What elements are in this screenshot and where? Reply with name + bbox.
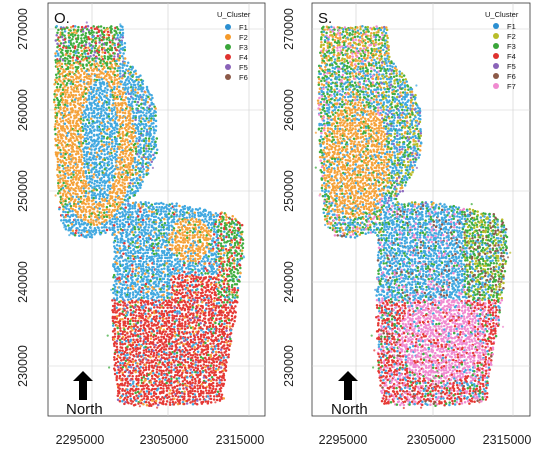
- y-tick-o-1: 270000: [16, 8, 30, 50]
- y-axis-s: 270000 260000 250000 240000 230000: [282, 8, 296, 387]
- legend-label-s-f4: F4: [507, 52, 516, 61]
- legend-label-o-f4: F4: [239, 53, 248, 62]
- y-axis-o: 270000 260000 250000 240000 230000: [16, 8, 30, 387]
- y-tick-o-4: 240000: [16, 261, 30, 303]
- legend-label-s-f2: F2: [507, 32, 516, 41]
- y-tick-s-3: 250000: [282, 170, 296, 212]
- legend-label-s-f7: F7: [507, 82, 516, 91]
- legend-swatch-o-f2: [225, 34, 231, 40]
- legend-title-s: U_Cluster: [485, 10, 519, 19]
- legend-title-o: U_Cluster: [217, 10, 251, 19]
- legend-swatch-s-f5: [493, 63, 499, 69]
- y-tick-s-1: 270000: [282, 8, 296, 50]
- x-tick-o-3: 2315000: [216, 433, 265, 447]
- y-tick-s-5: 230000: [282, 345, 296, 387]
- legend-swatch-s-f7: [493, 83, 499, 89]
- x-tick-s-3: 2315000: [483, 433, 532, 447]
- legend-swatch-o-f3: [225, 44, 231, 50]
- x-tick-o-2: 2305000: [140, 433, 189, 447]
- legend-swatch-s-f6: [493, 73, 499, 79]
- legend-swatch-s-f2: [493, 33, 499, 39]
- legend-label-o-f6: F6: [239, 73, 248, 82]
- x-axis-s: 2295000 2305000 2315000: [319, 433, 532, 447]
- x-axis-o: 2295000 2305000 2315000: [56, 433, 265, 447]
- north-label-s: North: [331, 401, 368, 418]
- legend-swatch-s-f4: [493, 53, 499, 59]
- legend-label-s-f3: F3: [507, 42, 516, 51]
- panel-s: S. U_Cluster F1 F2 F3 F4 F5: [282, 3, 531, 447]
- x-tick-o-1: 2295000: [56, 433, 105, 447]
- y-tick-s-4: 240000: [282, 261, 296, 303]
- map-title-o: O.: [54, 10, 70, 27]
- legend-label-s-f6: F6: [507, 72, 516, 81]
- legend-label-o-f3: F3: [239, 43, 248, 52]
- legend-label-s-f1: F1: [507, 22, 516, 31]
- legend-swatch-o-f4: [225, 54, 231, 60]
- panel-o: O. U_Cluster F1 F2 F3 F4 F5: [16, 3, 265, 447]
- x-tick-s-1: 2295000: [319, 433, 368, 447]
- y-tick-s-2: 260000: [282, 89, 296, 131]
- legend-swatch-s-f3: [493, 43, 499, 49]
- y-tick-o-2: 260000: [16, 89, 30, 131]
- legend-label-o-f5: F5: [239, 63, 248, 72]
- legend-swatch-o-f1: [225, 24, 231, 30]
- legend-label-s-f5: F5: [507, 62, 516, 71]
- legend-label-o-f2: F2: [239, 33, 248, 42]
- legend-label-o-f1: F1: [239, 23, 248, 32]
- legend-swatch-o-f6: [225, 74, 231, 80]
- map-title-s: S.: [318, 10, 332, 27]
- x-tick-s-2: 2305000: [407, 433, 456, 447]
- y-tick-o-3: 250000: [16, 170, 30, 212]
- north-label-o: North: [66, 401, 103, 418]
- legend-swatch-s-f1: [493, 23, 499, 29]
- legend-swatch-o-f5: [225, 64, 231, 70]
- y-tick-o-5: 230000: [16, 345, 30, 387]
